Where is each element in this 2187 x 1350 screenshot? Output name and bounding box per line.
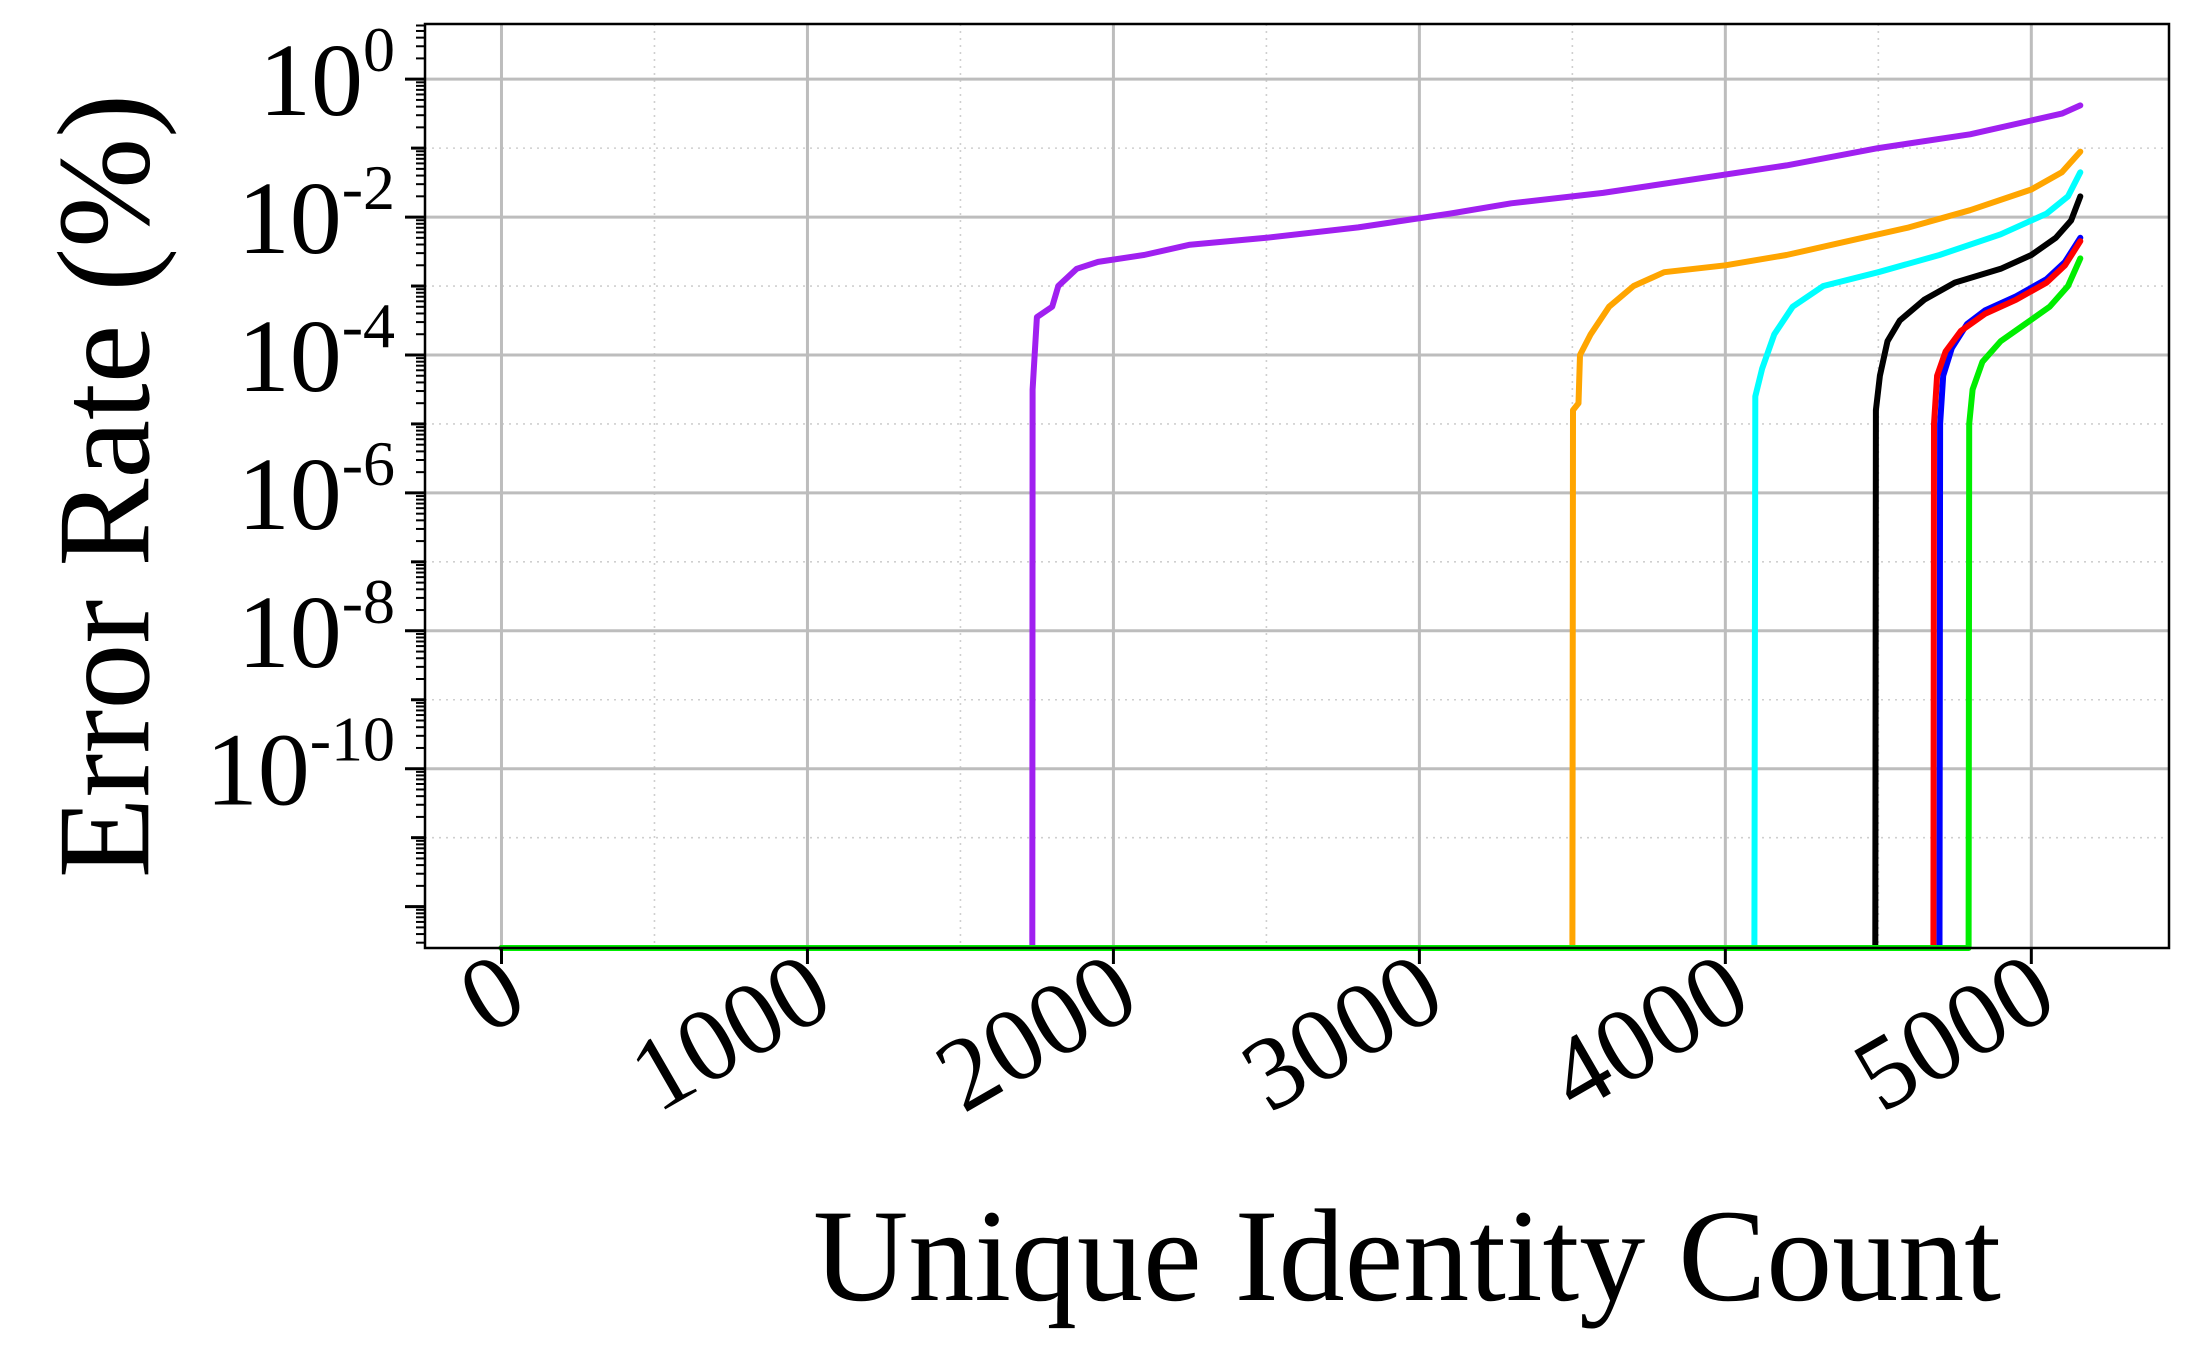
x-tick-label: 3000 — [1223, 930, 1461, 1134]
series-line-2 — [498, 148, 2084, 951]
y-tick-label-base: 10 — [206, 713, 310, 828]
y-tick-label-base: 10 — [238, 437, 342, 552]
series-line-3 — [498, 169, 2084, 951]
y-tick-label-base: 10 — [238, 575, 342, 690]
series-line-5 — [498, 234, 2084, 951]
x-tick-label: 4000 — [1529, 930, 1767, 1134]
y-tick-label-exponent: -10 — [310, 704, 395, 775]
y-tick-label: 10-6 — [238, 428, 395, 552]
x-tick-label: 5000 — [1835, 930, 2073, 1134]
series-layer — [498, 102, 2084, 951]
y-tick-label-exponent: -2 — [342, 152, 395, 223]
y-tick-label-base: 10 — [238, 161, 342, 276]
major-grid — [425, 24, 2169, 948]
series-line-7 — [498, 255, 2084, 951]
y-tick-label: 100 — [259, 14, 395, 138]
x-tick-label: 1000 — [611, 930, 849, 1134]
minor-grid — [425, 24, 2169, 948]
y-tick-label: 10-2 — [238, 152, 395, 276]
series-line-6 — [498, 238, 2084, 951]
y-tick-label: 10-10 — [206, 704, 395, 828]
y-tick-label-exponent: -4 — [342, 290, 395, 361]
x-tick-label: 2000 — [917, 930, 1155, 1134]
x-axis-tick-labels: 0 1000 2000 3000 4000 5000 — [440, 930, 2072, 1134]
plot-frame — [423, 22, 2171, 950]
y-tick-label-exponent: -6 — [342, 428, 395, 499]
y-tick-label-exponent: -8 — [342, 566, 395, 637]
series-line-1 — [498, 102, 2084, 951]
y-axis-title: Error Rate (%) — [30, 94, 177, 878]
y-tick-label-base: 10 — [259, 23, 363, 138]
y-axis-ticks — [405, 24, 425, 944]
x-axis-ticks — [499, 948, 2033, 964]
y-tick-label: 10-8 — [238, 566, 395, 690]
y-tick-label-base: 10 — [238, 299, 342, 414]
y-tick-label: 10-4 — [238, 290, 395, 414]
y-tick-label-exponent: 0 — [363, 14, 395, 85]
x-axis-title: Unique Identity Count — [813, 1182, 2001, 1329]
series-line-4 — [498, 193, 2084, 951]
